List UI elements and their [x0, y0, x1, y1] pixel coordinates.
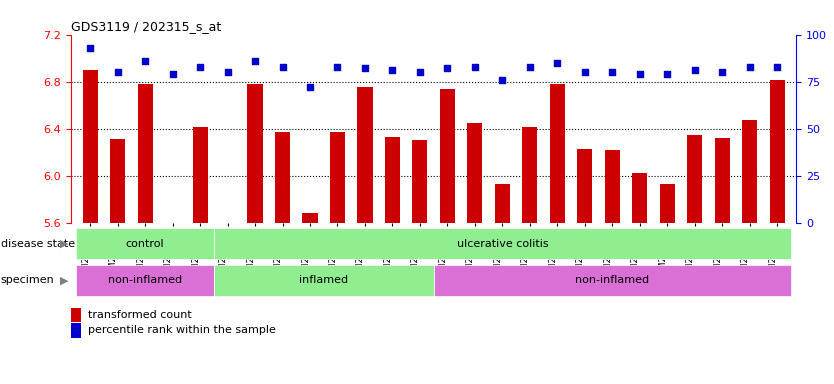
Point — [495, 77, 509, 83]
Bar — [138, 84, 153, 223]
Bar — [385, 137, 400, 223]
Bar — [77, 265, 214, 296]
Text: ▶: ▶ — [60, 275, 68, 285]
Point — [304, 84, 317, 90]
Text: control: control — [126, 239, 164, 249]
Text: ▶: ▶ — [60, 239, 68, 249]
Point — [523, 63, 536, 70]
Text: ulcerative colitis: ulcerative colitis — [456, 239, 548, 249]
Text: non-inflamed: non-inflamed — [108, 275, 182, 285]
Point — [386, 67, 399, 73]
Point — [249, 58, 262, 64]
Bar — [165, 223, 180, 226]
Bar — [715, 138, 730, 223]
Point — [221, 69, 234, 75]
Bar — [214, 228, 791, 260]
Bar — [220, 223, 235, 225]
Bar — [577, 149, 592, 223]
Text: disease state: disease state — [1, 239, 75, 249]
Point — [414, 69, 427, 75]
Point — [468, 63, 481, 70]
Bar — [358, 88, 373, 223]
Text: GDS3119 / 202315_s_at: GDS3119 / 202315_s_at — [71, 20, 221, 33]
Point — [771, 63, 784, 70]
Bar — [248, 84, 263, 223]
Bar — [687, 134, 702, 223]
Point — [193, 63, 207, 70]
Point — [83, 45, 97, 51]
Bar — [275, 132, 290, 223]
Point — [578, 69, 591, 75]
Point — [359, 65, 372, 71]
Point — [111, 69, 124, 75]
Text: specimen: specimen — [1, 275, 54, 285]
Point — [743, 63, 756, 70]
Bar — [742, 121, 757, 223]
Bar — [660, 184, 675, 223]
Bar — [303, 214, 318, 223]
Bar — [330, 132, 345, 223]
Text: percentile rank within the sample: percentile rank within the sample — [88, 325, 275, 335]
Point — [166, 71, 179, 77]
Point — [440, 65, 454, 71]
Bar — [83, 70, 98, 223]
Bar — [605, 150, 620, 223]
Bar — [77, 228, 214, 260]
Text: transformed count: transformed count — [88, 310, 191, 320]
Bar — [193, 127, 208, 223]
Bar — [467, 123, 482, 223]
Point — [716, 69, 729, 75]
Text: non-inflamed: non-inflamed — [575, 275, 650, 285]
Text: inflamed: inflamed — [299, 275, 349, 285]
Point — [661, 71, 674, 77]
Point — [276, 63, 289, 70]
Point — [138, 58, 152, 64]
Bar — [495, 184, 510, 223]
Point — [688, 67, 701, 73]
Bar — [522, 127, 537, 223]
Bar — [214, 265, 434, 296]
Bar — [550, 84, 565, 223]
Bar — [412, 141, 428, 223]
Bar — [632, 173, 647, 223]
Point — [605, 69, 619, 75]
Point — [550, 60, 564, 66]
Bar — [770, 80, 785, 223]
Point — [633, 71, 646, 77]
Bar — [440, 89, 455, 223]
Bar — [110, 139, 125, 223]
Bar — [434, 265, 791, 296]
Point — [331, 63, 344, 70]
